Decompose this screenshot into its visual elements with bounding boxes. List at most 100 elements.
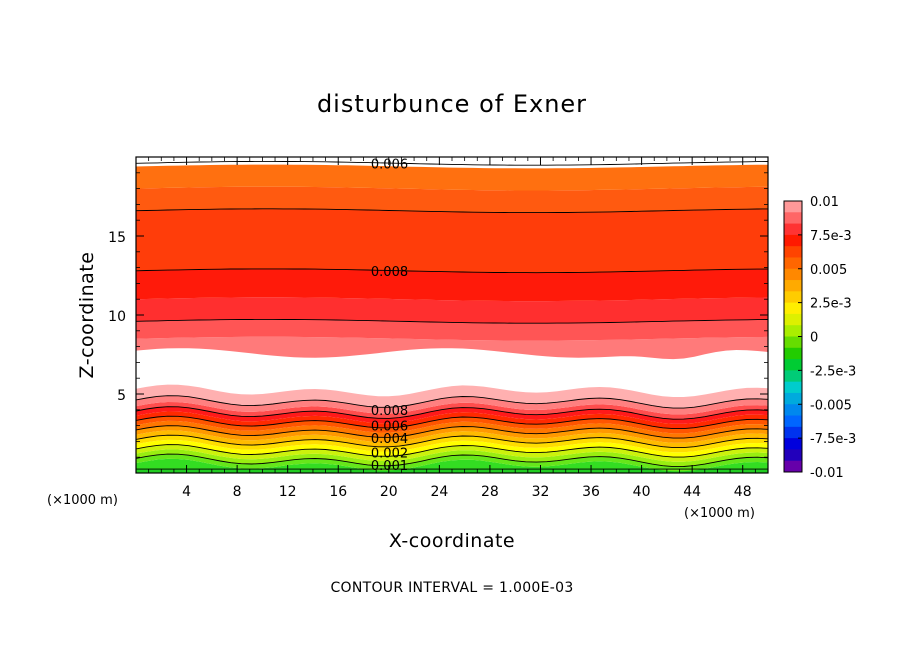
- contour-label-3: 0.006: [371, 420, 408, 435]
- colorbar-tick-label-5: -2.5e-3: [810, 364, 856, 379]
- lower-band-7: [136, 430, 768, 448]
- chart-title: disturbunce of Exner: [317, 90, 587, 118]
- upper-band-6: [136, 186, 768, 213]
- lower-band-3: [136, 449, 768, 467]
- lower-band-10: [136, 416, 768, 434]
- contour-line-10: [136, 208, 768, 214]
- x-tick-label-9: 40: [633, 484, 651, 500]
- colorbar-swatch-1: [784, 212, 802, 225]
- contour-label-5: 0.002: [371, 446, 408, 461]
- colorbar-swatch-15: [784, 370, 802, 383]
- colorbar-tick-label-0: 0.01: [810, 195, 839, 210]
- colorbar-swatch-9: [784, 302, 802, 315]
- lower-band-9: [136, 420, 768, 439]
- upper-band-7: [136, 164, 768, 191]
- y-tick-label-0: 5: [117, 388, 126, 404]
- y-tick-label-1: 10: [108, 309, 126, 325]
- contour-label-4: 0.004: [371, 432, 408, 447]
- x-tick-label-4: 20: [380, 484, 398, 500]
- lower-band-1: [136, 458, 768, 472]
- x-tick-label-6: 28: [481, 484, 499, 500]
- x-tick-label-8: 36: [582, 484, 600, 500]
- colorbar-swatch-20: [784, 426, 802, 439]
- colorbar-swatch-17: [784, 392, 802, 405]
- contour-label-1: 0.008: [371, 265, 408, 280]
- contour-fill-bands: [136, 164, 768, 473]
- lower-band-12: [136, 406, 768, 424]
- colorbar-tick-label-7: -7.5e-3: [810, 432, 856, 447]
- contour-line-5: [136, 415, 768, 430]
- colorbar-swatch-16: [784, 381, 802, 394]
- contour-label-0: 0.006: [371, 157, 408, 172]
- x-tick-label-2: 12: [279, 484, 297, 500]
- contour-line-7: [136, 395, 768, 409]
- x-tick-label-5: 24: [430, 484, 448, 500]
- colorbar-swatch-3: [784, 234, 802, 247]
- x-tick-label-3: 16: [329, 484, 347, 500]
- colorbar-tick-label-3: 2.5e-3: [810, 297, 852, 312]
- x-tick-label-11: 48: [734, 484, 752, 500]
- colorbar-ticks: 0.01 7.5e-3 0.005 2.5e-3 0 -2.5e-3 -0.005 -7.5e…: [798, 195, 856, 481]
- contour-line-1: [136, 453, 768, 468]
- contour-line-4: [136, 425, 768, 439]
- colorbar-swatch-23: [784, 460, 802, 473]
- colorbar-swatch-6: [784, 268, 802, 281]
- upper-band-4: [136, 268, 768, 302]
- colorbar-swatch-7: [784, 280, 802, 292]
- upper-band-2: [136, 319, 768, 341]
- upper-band-1: [136, 336, 768, 360]
- lower-band-5: [136, 439, 768, 458]
- x-tick-label-0: 4: [182, 484, 191, 500]
- x-axis-title: X-coordinate: [389, 530, 515, 552]
- x-tick-label-7: 32: [532, 484, 550, 500]
- colorbar: [784, 201, 802, 473]
- lower-band-11: [136, 411, 768, 429]
- colorbar-swatch-11: [784, 325, 802, 337]
- y-axis-title: Z-coordinate: [76, 252, 98, 379]
- colorbar-swatch-2: [784, 223, 802, 236]
- colorbar-swatch-22: [784, 449, 802, 462]
- colorbar-swatch-5: [784, 257, 802, 270]
- colorbar-swatch-21: [784, 438, 802, 450]
- colorbar-swatch-0: [784, 201, 802, 213]
- contour-line-8: [136, 318, 768, 324]
- lower-band-6: [136, 435, 768, 453]
- contour-interval-note: CONTOUR INTERVAL = 1.000E-03: [330, 580, 573, 596]
- colorbar-tick-label-1: 7.5e-3: [810, 229, 852, 244]
- x-axis-unit-right: (×1000 m): [684, 506, 755, 521]
- contour-label-2: 0.008: [371, 404, 408, 419]
- colorbar-tick-label-8: -0.01: [810, 466, 844, 481]
- upper-band-3: [136, 297, 768, 324]
- colorbar-tick-label-6: -0.005: [810, 398, 852, 413]
- contour-line-6: [136, 406, 768, 420]
- lower-band-8: [136, 425, 768, 443]
- x-axis-unit-left: (×1000 m): [47, 493, 118, 508]
- contour-lines: [136, 160, 768, 470]
- lower-band-14: [136, 395, 768, 415]
- contour-line-9: [136, 268, 768, 274]
- x-axis-ticks: 4 8 12 16 20 24 28 32 36 40 44 48: [148, 157, 756, 500]
- colorbar-swatch-14: [784, 359, 802, 371]
- contour-line-2: [136, 444, 768, 458]
- y-tick-label-2: 15: [108, 230, 126, 246]
- lower-band-4: [136, 444, 768, 462]
- x-tick-label-10: 44: [683, 484, 701, 500]
- colorbar-swatch-18: [784, 404, 802, 417]
- y-axis-ticks: 5 10 15: [108, 172, 768, 458]
- colorbar-tick-label-2: 0.005: [810, 263, 847, 278]
- contour-label-6: 0.001: [371, 459, 408, 474]
- colorbar-swatch-12: [784, 336, 802, 349]
- colorbar-swatch-13: [784, 347, 802, 360]
- colorbar-swatch-8: [784, 291, 802, 304]
- lower-band-15: [136, 384, 768, 409]
- colorbar-tick-label-4: 0: [810, 331, 818, 346]
- contour-line-11: [136, 160, 768, 166]
- colorbar-swatch-4: [784, 246, 802, 258]
- contour-line-3: [136, 434, 768, 449]
- colorbar-swatch-19: [784, 415, 802, 428]
- lower-band-2: [136, 454, 768, 472]
- upper-band-5: [136, 208, 768, 273]
